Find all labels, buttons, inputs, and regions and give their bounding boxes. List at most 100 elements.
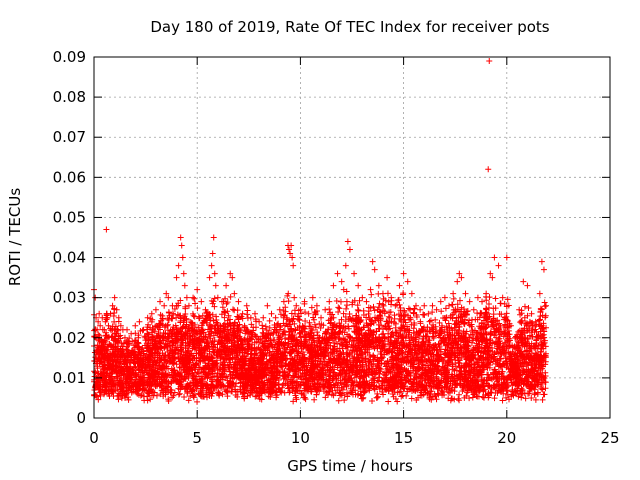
data-point bbox=[191, 391, 198, 398]
data-point bbox=[199, 312, 206, 319]
data-point bbox=[337, 361, 344, 368]
data-point bbox=[361, 389, 368, 396]
data-point bbox=[135, 332, 142, 339]
data-point bbox=[270, 329, 277, 336]
data-point bbox=[235, 342, 242, 349]
data-point bbox=[360, 372, 367, 379]
data-point bbox=[360, 311, 367, 318]
data-point bbox=[394, 398, 401, 405]
data-point bbox=[158, 344, 165, 351]
data-point bbox=[398, 393, 405, 400]
data-point bbox=[439, 388, 446, 395]
data-point bbox=[292, 371, 299, 378]
data-point bbox=[531, 323, 538, 330]
data-point bbox=[124, 394, 131, 401]
data-point bbox=[494, 317, 501, 324]
data-point bbox=[94, 393, 101, 400]
data-point bbox=[404, 326, 411, 333]
data-point bbox=[541, 299, 548, 306]
data-point bbox=[504, 296, 511, 303]
data-point bbox=[266, 317, 273, 324]
data-point bbox=[527, 345, 534, 352]
data-point bbox=[436, 330, 443, 337]
data-point bbox=[164, 321, 171, 328]
data-point bbox=[328, 391, 335, 398]
data-point bbox=[370, 303, 377, 310]
data-point bbox=[538, 339, 545, 346]
data-point bbox=[539, 396, 546, 403]
data-point bbox=[145, 331, 152, 338]
data-point bbox=[122, 357, 129, 364]
data-point bbox=[525, 305, 532, 312]
data-point bbox=[357, 318, 364, 325]
data-point bbox=[209, 355, 216, 362]
data-point bbox=[542, 312, 549, 319]
data-point bbox=[203, 309, 210, 316]
data-point bbox=[470, 345, 477, 352]
data-point bbox=[226, 356, 233, 363]
data-point bbox=[302, 309, 309, 316]
data-point bbox=[422, 348, 429, 355]
data-point bbox=[140, 348, 147, 355]
data-point bbox=[317, 324, 324, 331]
data-point bbox=[279, 384, 286, 391]
data-point bbox=[187, 318, 194, 325]
data-point bbox=[302, 332, 309, 339]
data-point bbox=[332, 359, 339, 366]
data-point bbox=[426, 318, 433, 325]
data-point bbox=[456, 297, 463, 304]
data-point bbox=[374, 393, 381, 400]
data-point bbox=[445, 361, 452, 368]
data-point bbox=[542, 369, 549, 376]
data-point bbox=[286, 368, 293, 375]
data-point bbox=[210, 360, 217, 367]
data-point bbox=[290, 374, 297, 381]
data-point bbox=[285, 298, 292, 305]
data-point bbox=[336, 305, 343, 312]
data-point bbox=[445, 320, 452, 327]
data-point bbox=[382, 386, 389, 393]
data-point bbox=[287, 326, 294, 333]
data-point bbox=[407, 306, 414, 313]
data-point bbox=[257, 368, 264, 375]
data-point bbox=[452, 353, 459, 360]
data-point bbox=[469, 337, 476, 344]
data-point bbox=[368, 329, 375, 336]
data-point bbox=[288, 338, 295, 345]
data-point bbox=[491, 395, 498, 402]
data-point bbox=[247, 387, 254, 394]
data-point bbox=[438, 308, 445, 315]
data-point bbox=[371, 307, 378, 314]
data-point bbox=[289, 332, 296, 339]
data-point bbox=[155, 346, 162, 353]
data-point bbox=[484, 371, 491, 378]
data-point bbox=[414, 331, 421, 338]
data-point bbox=[171, 366, 178, 373]
data-point bbox=[519, 317, 526, 324]
data-point bbox=[331, 382, 338, 389]
data-point bbox=[466, 317, 473, 324]
data-point bbox=[486, 352, 493, 359]
data-point bbox=[187, 393, 194, 400]
data-point bbox=[230, 306, 237, 313]
data-point bbox=[466, 372, 473, 379]
data-point bbox=[464, 307, 471, 314]
data-point bbox=[94, 365, 101, 372]
data-point bbox=[456, 391, 463, 398]
data-point bbox=[381, 385, 388, 392]
data-point bbox=[178, 336, 185, 343]
data-point bbox=[515, 347, 522, 354]
data-point bbox=[182, 303, 189, 310]
data-point bbox=[497, 300, 504, 307]
data-point bbox=[109, 346, 116, 353]
data-point bbox=[355, 331, 362, 338]
data-point bbox=[157, 311, 164, 318]
data-point bbox=[442, 342, 449, 349]
data-point bbox=[347, 375, 354, 382]
data-point bbox=[455, 314, 462, 321]
data-point bbox=[383, 325, 390, 332]
data-point bbox=[513, 371, 520, 378]
data-point bbox=[323, 371, 330, 378]
data-point bbox=[414, 387, 421, 394]
data-point bbox=[496, 355, 503, 362]
